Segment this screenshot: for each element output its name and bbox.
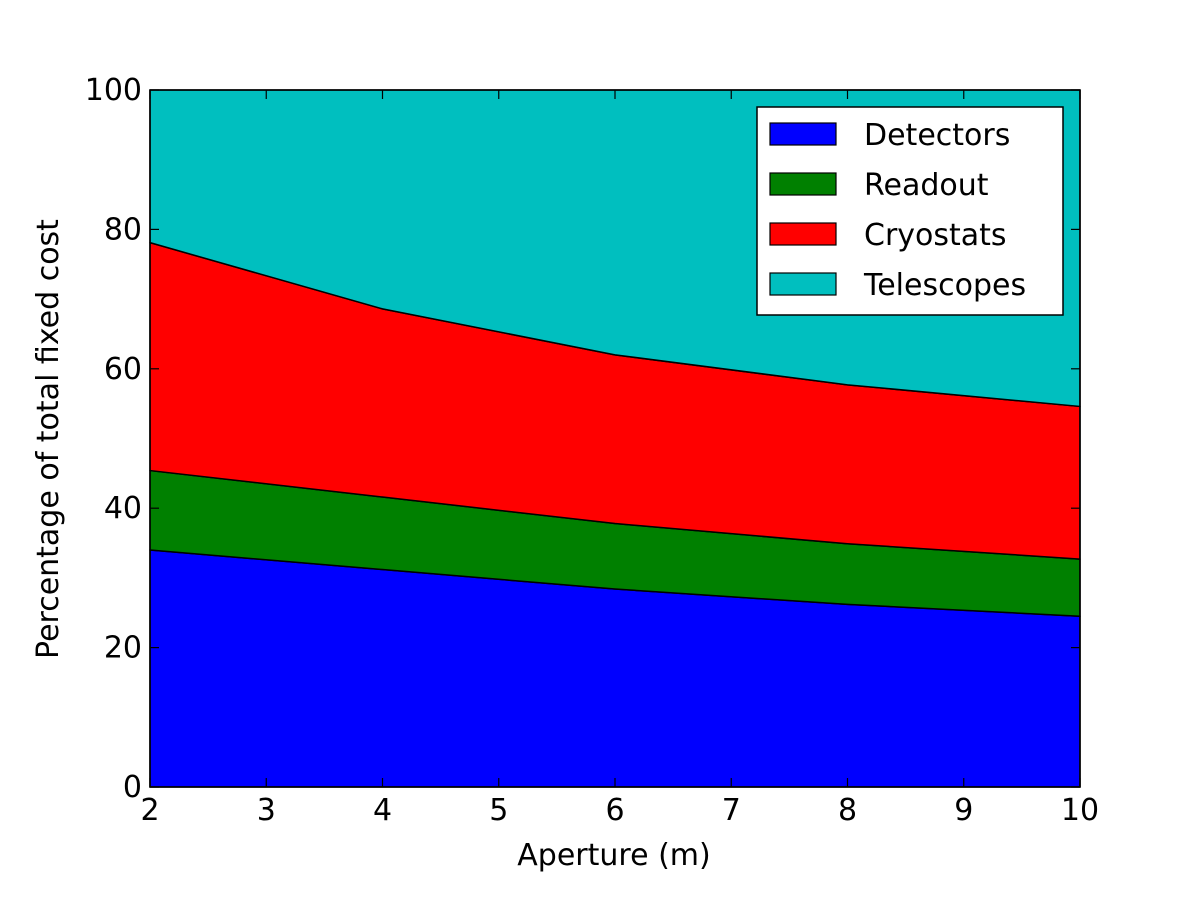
legend-swatch-detectors (769, 122, 837, 146)
legend: Detectors Readout Cryostats Telescopes (756, 106, 1064, 316)
y-tick-label: 60 (104, 352, 142, 387)
y-tick-label: 40 (104, 491, 142, 526)
legend-swatch-telescopes (769, 272, 837, 296)
x-tick-label: 7 (722, 793, 741, 828)
legend-label-detectors: Detectors (864, 118, 1010, 153)
x-tick-label: 2 (140, 793, 159, 828)
x-tick-label: 5 (489, 793, 508, 828)
legend-swatch-cryostats (769, 222, 837, 246)
x-axis-label: Aperture (m) (517, 838, 710, 873)
y-tick-label: 80 (104, 212, 142, 247)
y-axis-label: Percentage of total fixed cost (31, 219, 66, 659)
x-axis-ticks: 2 3 4 5 6 7 8 9 10 (140, 90, 1099, 828)
x-tick-label: 8 (838, 793, 857, 828)
y-tick-label: 100 (85, 73, 142, 108)
x-tick-label: 10 (1061, 793, 1099, 828)
legend-label-cryostats: Cryostats (864, 218, 1007, 253)
x-tick-label: 6 (605, 793, 624, 828)
x-tick-label: 3 (257, 793, 276, 828)
y-tick-label: 0 (123, 770, 142, 805)
legend-swatch-readout (769, 172, 837, 196)
legend-label-readout: Readout (864, 168, 989, 203)
y-tick-label: 20 (104, 631, 142, 666)
legend-label-telescopes: Telescopes (863, 268, 1026, 303)
y-axis-ticks: 0 20 40 60 80 100 (85, 73, 1080, 805)
x-tick-label: 4 (373, 793, 392, 828)
x-tick-label: 9 (954, 793, 973, 828)
